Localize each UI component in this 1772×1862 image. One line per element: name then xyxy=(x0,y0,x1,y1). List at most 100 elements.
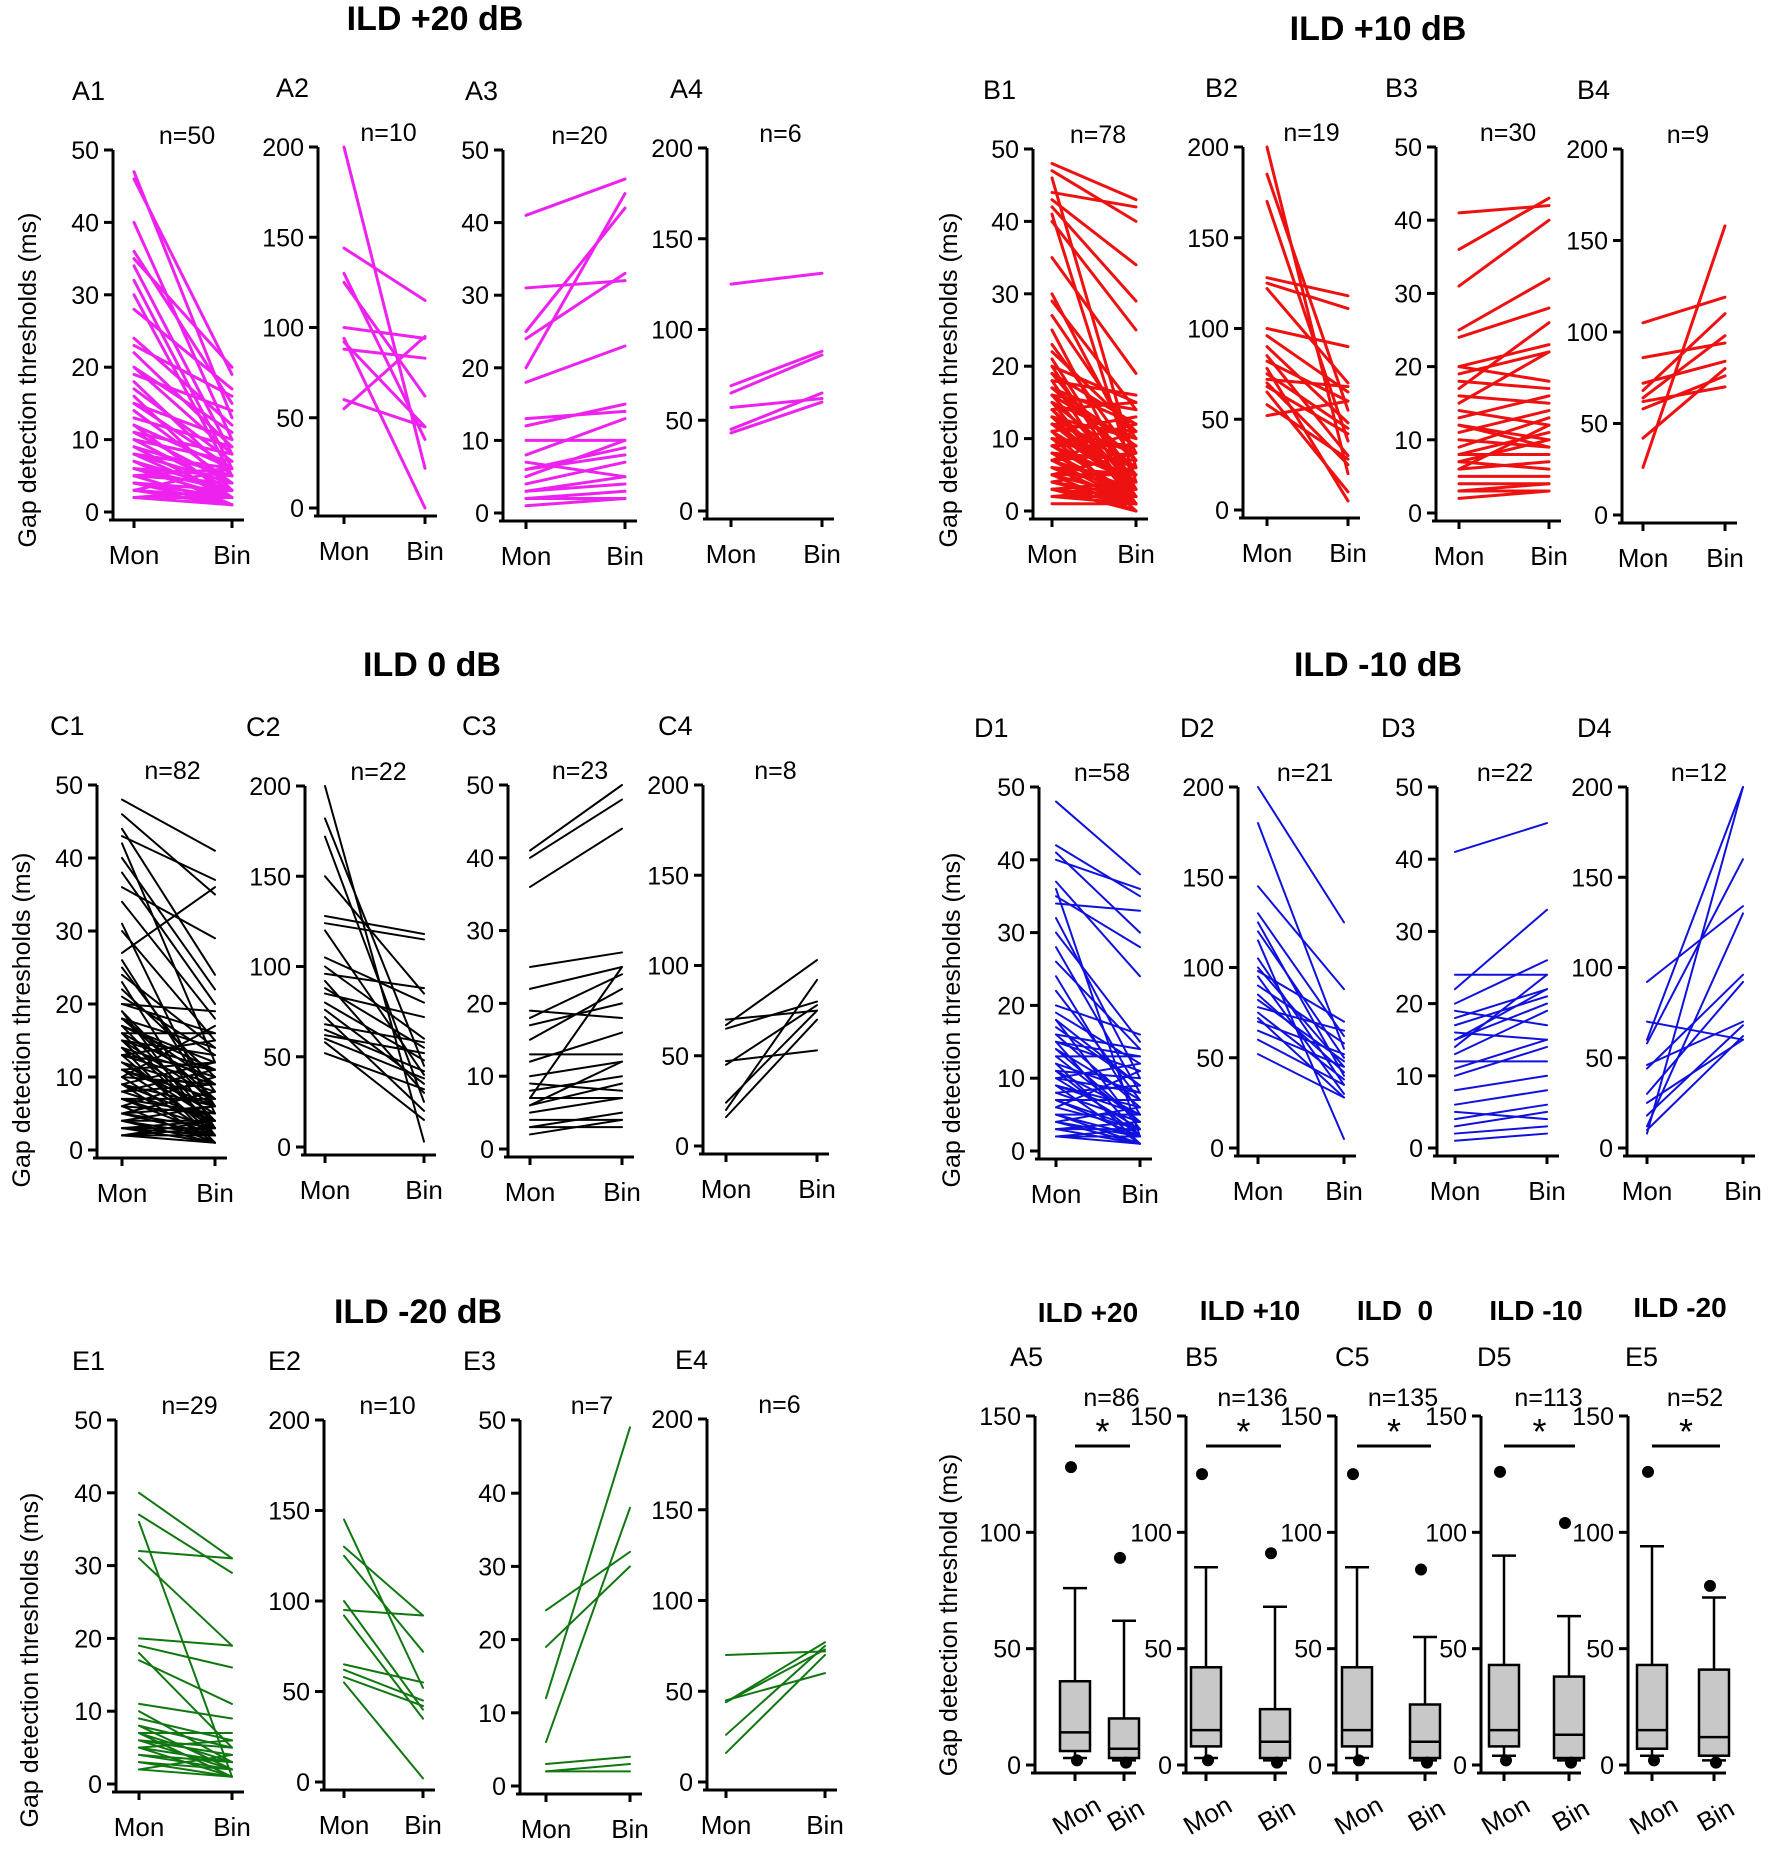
y-axis-label-row-c: Gap detection thresholds (ms) xyxy=(8,853,36,1188)
series-line-b1-73 xyxy=(1050,473,1138,513)
box-title-ild-plus20: ILD +20 xyxy=(1038,1297,1138,1328)
series-line-b2-4 xyxy=(1265,276,1350,298)
y-tick-label-a3: 50 xyxy=(461,137,489,165)
x-category-d1-mon: Mon xyxy=(1031,1179,1082,1209)
y-tick-label-b5: 150 xyxy=(1130,1403,1172,1431)
series-line-e2-5 xyxy=(343,1609,424,1617)
series-line-c1-2 xyxy=(121,813,216,896)
outlier-b5-bin-2 xyxy=(1271,1756,1283,1769)
y-tick-label-d4: 150 xyxy=(1571,864,1613,892)
y-tick-label-e1: 10 xyxy=(74,1698,102,1726)
series-line-d2-2 xyxy=(1257,822,1345,1050)
y-tick-label-a1: 40 xyxy=(71,209,99,237)
box-c5-mon xyxy=(1340,1666,1374,1748)
y-tick-label-c5: 150 xyxy=(1280,1403,1322,1431)
y-tick-label-a1: 10 xyxy=(71,427,99,455)
series-line-d3-22 xyxy=(1454,1110,1548,1121)
y-tick-label-e4: 150 xyxy=(651,1497,693,1525)
box-c5-bin xyxy=(1408,1703,1442,1760)
series-line-e3-6 xyxy=(545,1763,631,1773)
outlier-c5-bin-1 xyxy=(1415,1563,1427,1576)
series-line-d1-4 xyxy=(1055,880,1141,978)
box-b5-mon xyxy=(1189,1666,1223,1748)
series-line-c1-76 xyxy=(121,1119,216,1144)
y-tick-label-e3: 30 xyxy=(478,1553,506,1581)
outlier-b5-mon-2 xyxy=(1202,1754,1214,1767)
x-category-d4-mon: Mon xyxy=(1622,1176,1673,1206)
y-tick-label-d2: 0 xyxy=(1210,1135,1224,1163)
panel-a3: A3 n=20 0 10 20 30 40 50 Mon Bin xyxy=(461,76,644,571)
y-tick-label-c1: 10 xyxy=(55,1064,83,1092)
y-tick-label-d4: 50 xyxy=(1585,1045,1613,1073)
n-label-c2: n=22 xyxy=(350,758,406,786)
y-tick-label-b4: 0 xyxy=(1594,502,1608,530)
series-line-d1-54 xyxy=(1055,1120,1141,1145)
series-line-e1-24 xyxy=(138,1761,233,1771)
series-line-c3-13 xyxy=(529,1082,623,1092)
series-line-c2-4 xyxy=(324,875,425,995)
y-tick-label-b1: 30 xyxy=(991,281,1019,309)
panel-label-d1: D1 xyxy=(974,713,1009,743)
series-line-e1-21 xyxy=(138,1753,233,1764)
series-line-c1-23 xyxy=(121,1039,216,1057)
series-line-c4-7 xyxy=(725,978,818,1111)
series-line-d2-7 xyxy=(1257,939,1345,1140)
series-line-d1-24 xyxy=(1055,1069,1141,1116)
series-line-c1-64 xyxy=(121,1105,216,1115)
outlier-d5-bin-1 xyxy=(1559,1517,1571,1530)
n-label-b3: n=30 xyxy=(1480,119,1536,147)
series-line-b1-7 xyxy=(1050,219,1138,332)
panel-c2: C2 n=22 0 50 100 150 200 Mon Bin xyxy=(246,712,443,1205)
x-category-e4-mon: Mon xyxy=(701,1810,752,1840)
y-tick-label-e5: 100 xyxy=(1572,1519,1614,1547)
outlier-b5-mon-1 xyxy=(1196,1468,1208,1481)
series-line-b2-2 xyxy=(1265,172,1350,412)
panel-label-c2: C2 xyxy=(246,712,281,742)
series-line-c1-46 xyxy=(121,827,216,976)
series-line-a3-8 xyxy=(524,402,627,428)
series-line-d4-10 xyxy=(1646,912,1744,1128)
outlier-a5-mon-2 xyxy=(1071,1754,1083,1767)
group-title-ild-plus10: ILD +10 dB xyxy=(1290,10,1467,48)
y-tick-label-b2: 150 xyxy=(1187,225,1229,253)
series-line-d2-20 xyxy=(1257,1038,1345,1086)
x-category-b5-mon: Mon xyxy=(1178,1790,1237,1841)
y-tick-label-a5: 150 xyxy=(979,1403,1021,1431)
y-tick-label-d5: 100 xyxy=(1425,1519,1467,1547)
series-line-a4-3 xyxy=(729,353,824,395)
panel-label-c3: C3 xyxy=(462,711,497,741)
series-line-b3-9 xyxy=(1457,321,1551,391)
series-line-b1-60 xyxy=(1050,451,1138,477)
y-tick-label-d4: 0 xyxy=(1599,1135,1613,1163)
x-category-a5-bin: Bin xyxy=(1102,1793,1150,1838)
y-tick-label-d1: 20 xyxy=(997,992,1025,1020)
series-line-d2-19 xyxy=(1257,1029,1345,1068)
y-tick-label-d3: 0 xyxy=(1409,1135,1423,1163)
y-tick-label-c4: 200 xyxy=(647,772,689,800)
y-tick-label-d5: 150 xyxy=(1425,1403,1467,1431)
outlier-e5-bin-2 xyxy=(1710,1756,1722,1769)
series-line-b3-18 xyxy=(1457,430,1551,456)
series-line-d3-10 xyxy=(1454,973,1548,1048)
series-line-b1-52 xyxy=(1050,371,1138,426)
series-line-a1-46 xyxy=(132,452,234,500)
series-line-a1-20 xyxy=(132,438,234,463)
y-axis-label-row-b: Gap detection thresholds (ms) xyxy=(935,213,963,548)
series-line-e3-4 xyxy=(545,1506,631,1744)
n-label-a4: n=6 xyxy=(759,120,801,148)
panel-label-a4: A4 xyxy=(670,74,703,104)
series-line-c2-2 xyxy=(324,817,425,1067)
series-line-c1-56 xyxy=(121,1054,216,1071)
series-line-a3-18 xyxy=(524,453,627,471)
y-tick-label-c5: 100 xyxy=(1280,1519,1322,1547)
y-tick-label-e1: 40 xyxy=(74,1480,102,1508)
outlier-b5-bin-1 xyxy=(1265,1547,1277,1560)
n-label-a5: n=86 xyxy=(1083,1384,1139,1412)
y-tick-label-b1: 0 xyxy=(1005,498,1019,526)
series-line-b4-1 xyxy=(1641,295,1727,325)
x-category-c1-bin: Bin xyxy=(196,1178,234,1208)
series-line-c2-11 xyxy=(324,979,425,1094)
series-line-b1-77 xyxy=(1050,422,1138,491)
